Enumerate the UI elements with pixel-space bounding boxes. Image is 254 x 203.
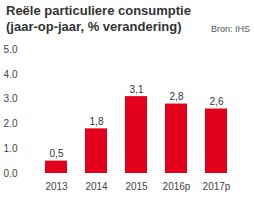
svg-text:0,5: 0,5 (50, 148, 64, 159)
svg-text:3,1: 3,1 (130, 84, 144, 95)
html-text:Reële particuliere consumptie: Reële particuliere consumptie (6, 3, 191, 18)
svg-text:5.0: 5.0 (4, 44, 18, 55)
svg-text:2014: 2014 (85, 181, 108, 192)
svg-text:4.0: 4.0 (4, 69, 18, 80)
svg-text:3.0: 3.0 (4, 93, 18, 104)
svg-text:2015: 2015 (125, 181, 148, 192)
svg-text:2017p: 2017p (203, 181, 231, 192)
svg-text:2,6: 2,6 (210, 96, 224, 107)
svg-text:1,8: 1,8 (90, 116, 104, 127)
svg-text:2016p: 2016p (163, 181, 191, 192)
svg-text:0.0: 0.0 (4, 168, 18, 179)
svg-text:2013: 2013 (45, 181, 68, 192)
svg-text:1.0: 1.0 (4, 143, 18, 154)
html-text:(jaar-op-jaar, % verandering): (jaar-op-jaar, % verandering) (6, 19, 182, 34)
svg-text:2,8: 2,8 (170, 91, 184, 102)
svg-text:2.0: 2.0 (4, 118, 18, 129)
html-text:Bron: IHS: Bron: IHS (211, 24, 250, 34)
